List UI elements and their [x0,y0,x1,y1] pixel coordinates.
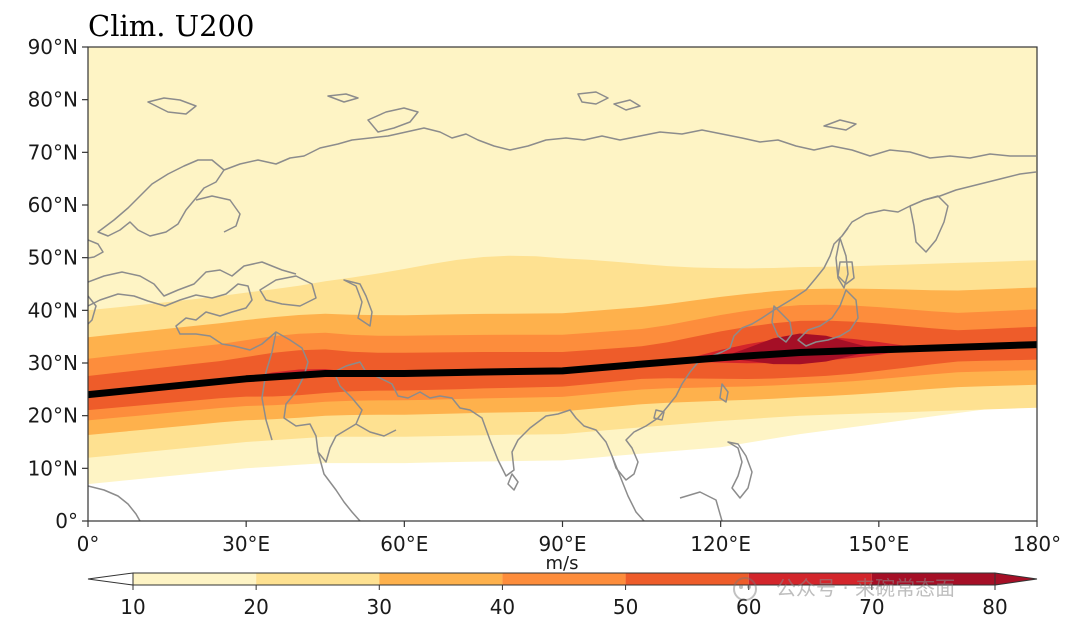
x-tick-label: 120°E [690,532,751,556]
colorbar-frame [132,572,996,586]
colorbar-segment [625,573,749,585]
y-tick-label: 70°N [28,140,78,164]
y-tick-label: 30°N [28,351,78,375]
watermark-icon [733,577,757,601]
colorbar-segment [502,573,626,585]
colorbar-tick-label: 40 [490,595,515,619]
colorbar-tick-label: 80 [982,595,1007,619]
y-tick-label: 80°N [28,88,78,112]
colorbar-tick-label: 10 [120,595,145,619]
colorbar-tick-label: 50 [613,595,638,619]
y-tick-label: 40°N [28,298,78,322]
colorbar: m/s 10 20 30 40 50 60 70 80 [87,553,1038,619]
y-tick-label: 60°N [28,193,78,217]
colorbar-tick-label: 70 [859,595,884,619]
colorbar-tick-label: 30 [367,595,392,619]
x-tick-label: 180° [1013,532,1061,556]
colorbar-segment [256,573,380,585]
y-tick-label: 50°N [28,246,78,270]
contour-band-70 [88,333,1037,395]
x-tick-label: 150°E [848,532,909,556]
coastlines [88,91,1037,521]
colorbar-tick-label: 20 [243,595,268,619]
colorbar-segment [748,573,872,585]
watermark-text: 公众号 · 来碗常态面 [776,576,955,600]
y-tick-label: 20°N [28,404,78,428]
colorbar-tick-label: 60 [736,595,761,619]
x-tick-label: 0° [77,532,100,556]
colorbar-segment [379,573,503,585]
colorbar-segment [133,573,257,585]
y-tick-label: 0° [55,509,78,533]
y-axis: 0° 10°N 20°N 30°N 40°N 50°N 60°N 70°N 80°N 90°N [28,35,88,533]
colorbar-extend-low [87,572,134,586]
colorbar-extend-high [994,572,1038,586]
map-panel [88,47,1037,521]
x-tick-label: 30°E [222,532,270,556]
colorbar-unit-label: m/s [546,553,579,574]
x-tick-label: 60°E [380,532,428,556]
wind-contours [88,47,1037,485]
jet-axis-line [88,341,1037,399]
y-tick-label: 90°N [28,35,78,59]
y-tick-label: 10°N [28,456,78,480]
x-tick-label: 90°E [538,532,586,556]
x-axis: 0° 30°E 60°E 90°E 120°E 150°E 180° [77,521,1061,556]
chart-title: Clim. U200 [88,9,254,43]
colorbar-segment [871,573,995,585]
